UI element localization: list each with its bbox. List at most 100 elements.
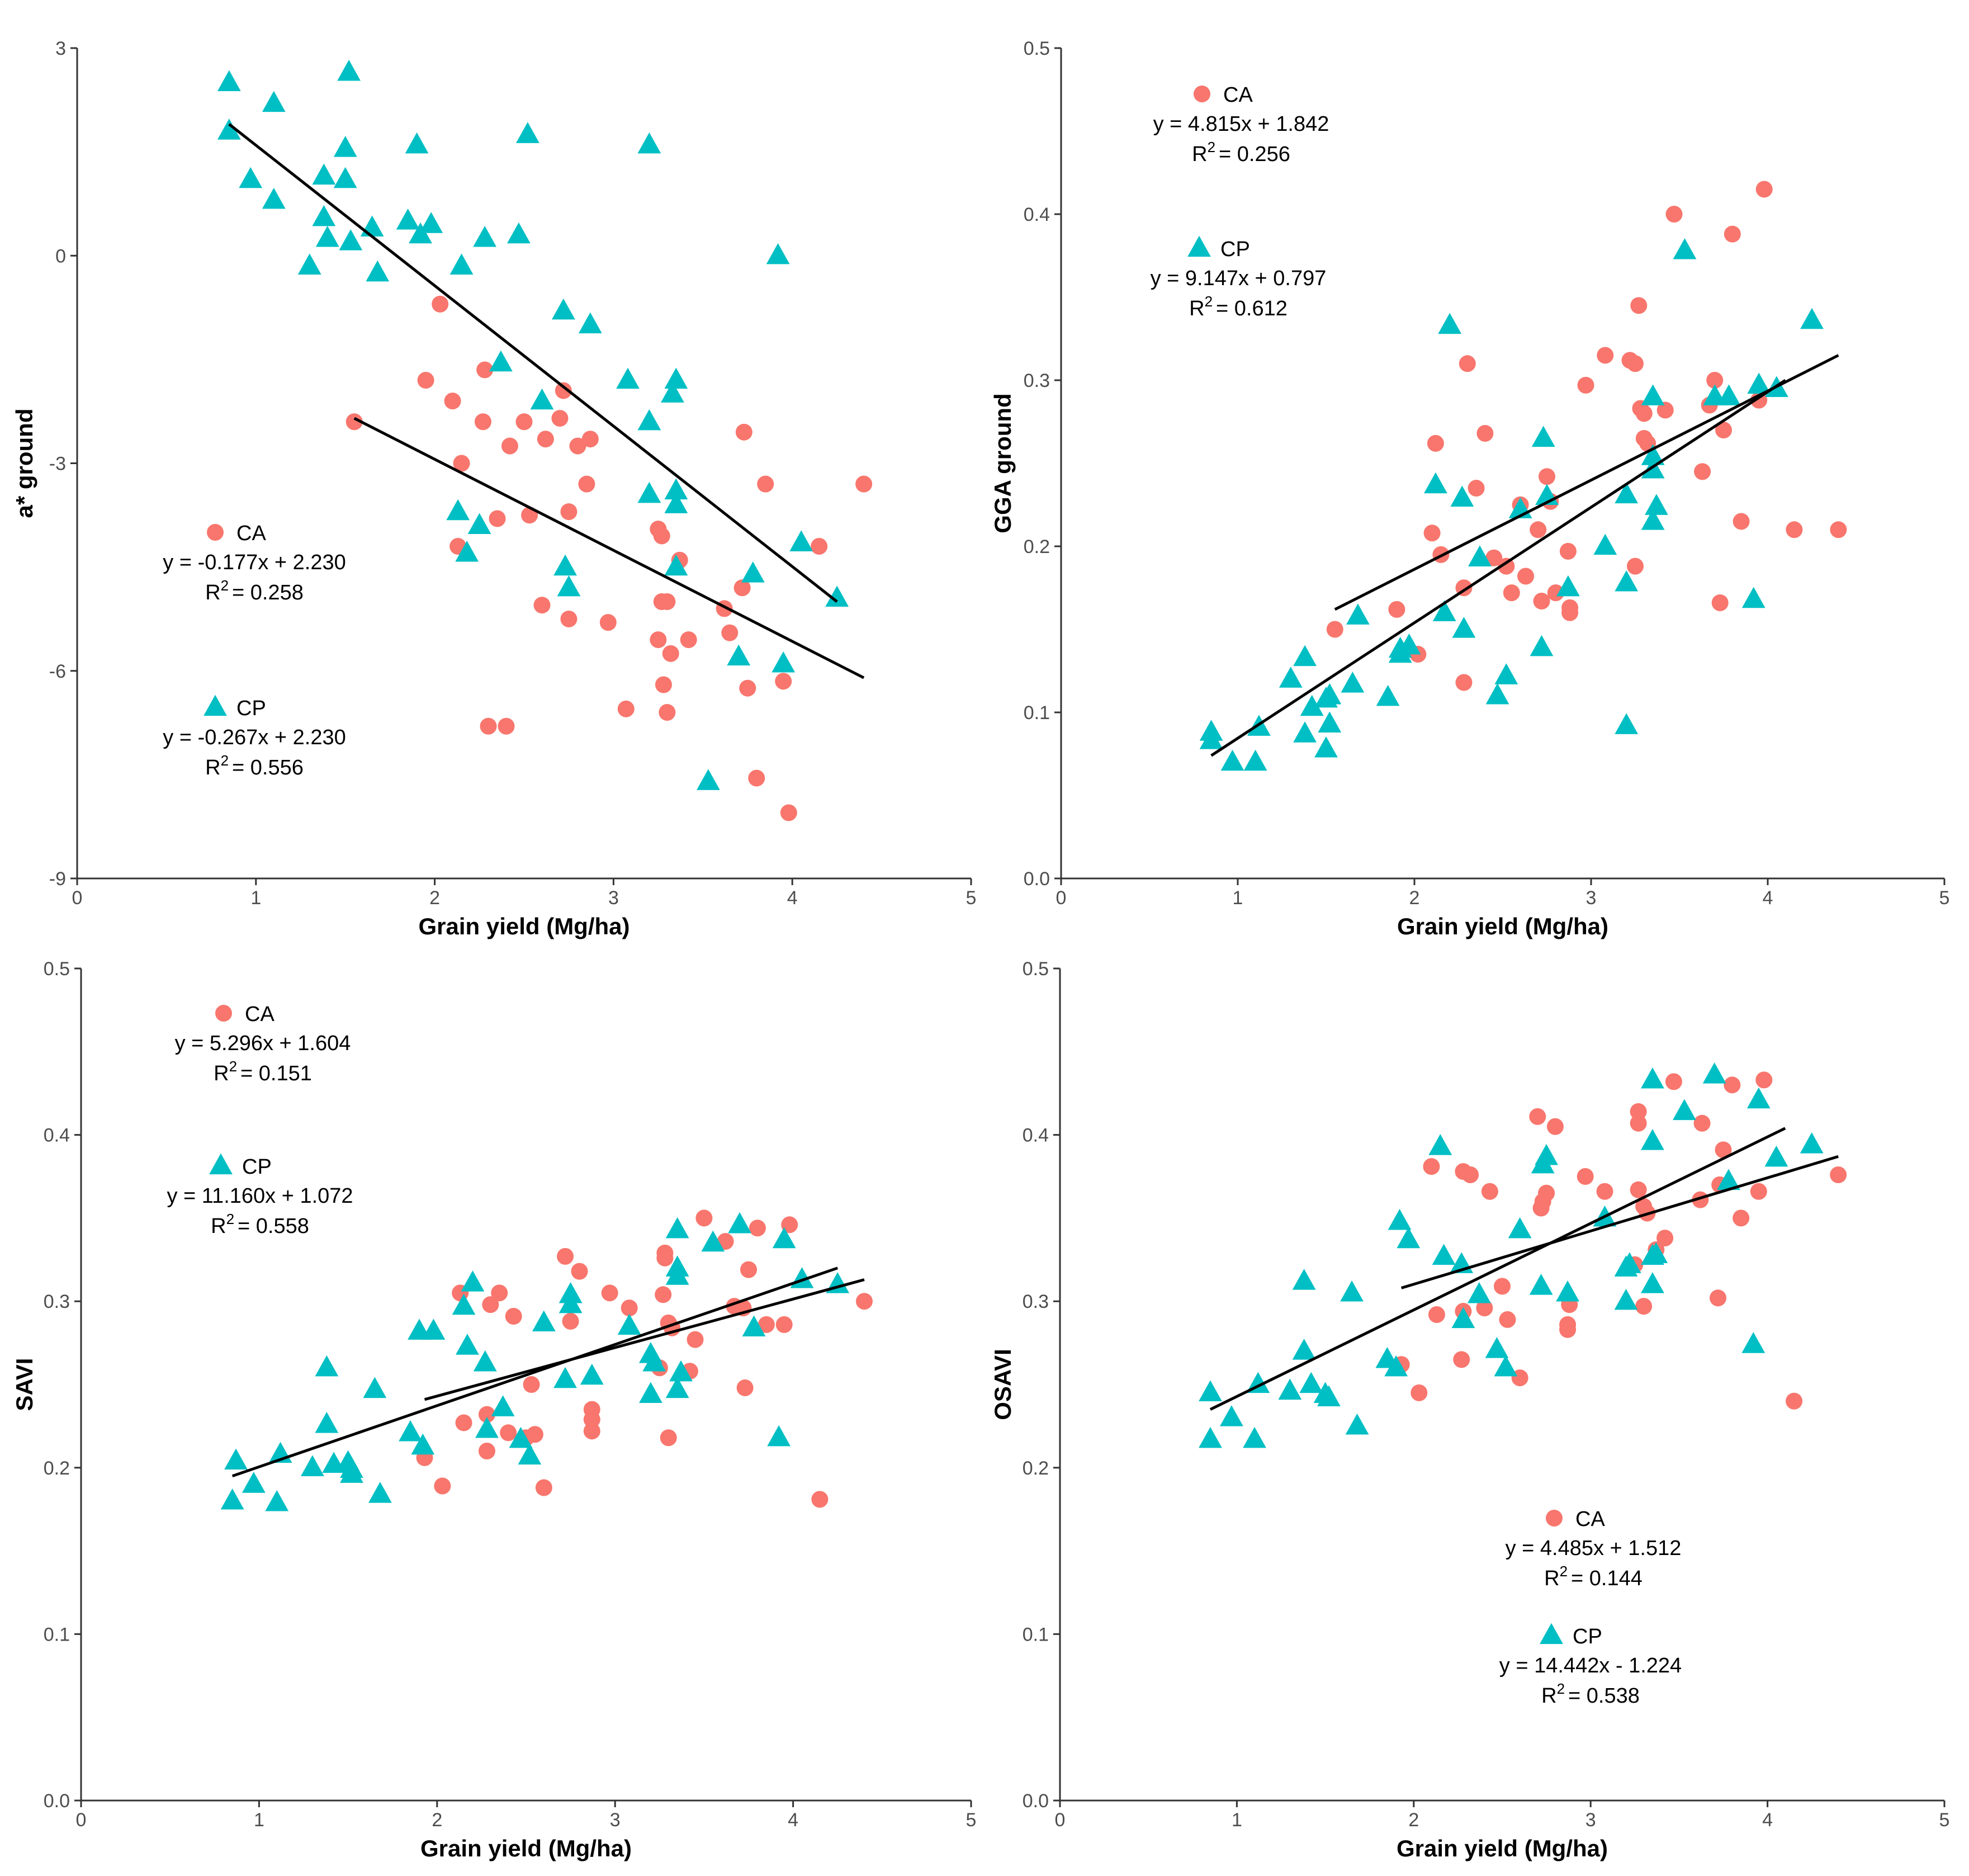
point-cp [637, 132, 661, 154]
point-cp [297, 253, 321, 275]
point-cp [449, 253, 474, 275]
point-ca [1577, 376, 1594, 394]
point-cp [265, 1490, 289, 1511]
point-ca [1411, 1384, 1428, 1401]
point-cp [333, 167, 357, 188]
point-cp [1397, 1227, 1421, 1249]
point-cp [1641, 1067, 1664, 1089]
point-cp [664, 492, 688, 513]
point-ca [1462, 1166, 1479, 1184]
legend-cp-equation: y = 14.442x - 1.224 [1499, 1654, 1682, 1677]
point-cp [616, 367, 640, 389]
x-tick-label: 0 [1056, 887, 1067, 909]
point-cp [1432, 1244, 1456, 1265]
point-ca [1724, 225, 1741, 243]
y-tick-label: 0.2 [1024, 536, 1050, 557]
point-cp [558, 1282, 583, 1303]
point-cp [1746, 1087, 1771, 1109]
point-ca [1665, 206, 1683, 223]
point-ca [733, 579, 751, 597]
point-cp [1452, 617, 1476, 638]
point-cp [664, 367, 688, 389]
point-cp [312, 163, 336, 185]
y-axis-title: SAVI [11, 1358, 37, 1411]
point-ca [1468, 480, 1485, 497]
point-ca [1694, 463, 1711, 480]
point-cp [696, 769, 720, 790]
y-tick-label: -9 [49, 868, 66, 890]
fit-line-cp [1209, 1127, 1786, 1411]
point-cp [825, 585, 849, 607]
point-cp [665, 1377, 689, 1398]
point-ca [501, 437, 518, 455]
point-cp [1451, 1307, 1475, 1329]
point-cp [742, 1315, 766, 1336]
point-cp [473, 225, 497, 247]
y-tick-label: -3 [49, 453, 66, 475]
point-ca [583, 1423, 600, 1440]
point-cp [1243, 1426, 1266, 1448]
point-cp [239, 167, 263, 188]
point-ca [562, 1312, 579, 1330]
point-cp [1220, 749, 1244, 771]
point-ca [583, 1411, 600, 1428]
point-cp [1376, 684, 1400, 706]
legend-ca-marker [1194, 86, 1210, 102]
point-cp [1741, 587, 1766, 608]
legend-cp-equation: y = -0.267x + 2.230 [163, 726, 345, 749]
point-cp [1293, 645, 1317, 667]
point-cp [532, 1310, 556, 1332]
point-ca [1635, 405, 1653, 422]
legend-cp-label: CP [1220, 238, 1250, 261]
point-cp [515, 122, 539, 143]
point-cp [728, 1212, 751, 1234]
point-ca [432, 295, 449, 313]
legend-ca-r2: R2 = 0.151 [214, 1058, 312, 1085]
point-cp [1747, 372, 1771, 394]
panel-4: 0 1 2 3 4 5 0.0 0.1 0.2 0.3 0.4 0.5 Grain yield (Mg/… [990, 958, 1949, 1861]
x-tick-label: 5 [966, 1809, 977, 1831]
point-ca [855, 475, 873, 493]
point-cp [1485, 683, 1509, 705]
point-ca [560, 610, 578, 627]
point-ca [1733, 1209, 1750, 1227]
x-axis-title: Grain yield (Mg/ha) [1397, 913, 1608, 939]
point-ca [1630, 1103, 1647, 1120]
point-ca [621, 1300, 638, 1317]
y-tick-label: 0.4 [1023, 1125, 1049, 1146]
point-cp [1535, 1143, 1558, 1165]
point-cp [315, 1412, 339, 1433]
point-ca [655, 676, 672, 693]
fit-line-ca [1334, 354, 1839, 611]
point-cp [473, 1350, 497, 1372]
point-ca [1711, 594, 1729, 611]
point-ca [489, 510, 506, 527]
point-cp [1243, 749, 1267, 771]
point-cp [1529, 1274, 1553, 1295]
point-cp [1199, 728, 1223, 749]
y-tick-label: 0.3 [1024, 370, 1050, 391]
point-ca [599, 614, 617, 631]
point-ca [1577, 1168, 1594, 1185]
x-tick-label: 5 [1939, 887, 1950, 909]
x-tick-label: 3 [610, 1809, 621, 1831]
point-ca [1597, 347, 1614, 364]
point-ca [500, 1424, 517, 1442]
point-cp [262, 91, 286, 112]
point-cp [580, 1363, 604, 1385]
point-ca [1755, 1071, 1773, 1089]
point-ca [444, 393, 461, 410]
point-ca [1710, 1289, 1727, 1307]
point-ca [581, 431, 599, 448]
legend-ca-label: CA [245, 1003, 274, 1026]
point-cp [301, 1455, 324, 1476]
point-ca [1561, 599, 1579, 616]
point-cp [1617, 1252, 1641, 1273]
fit-line-cp [231, 1267, 839, 1478]
point-ca [537, 431, 554, 448]
point-cp [368, 1482, 392, 1503]
legend-cp-r2: R2 = 0.556 [205, 752, 304, 779]
point-cp [366, 260, 390, 282]
legend-ca-label: CA [1575, 1508, 1605, 1531]
legend-cp: CP y = -0.267x + 2.230 R2 = 0.556 [163, 694, 346, 779]
